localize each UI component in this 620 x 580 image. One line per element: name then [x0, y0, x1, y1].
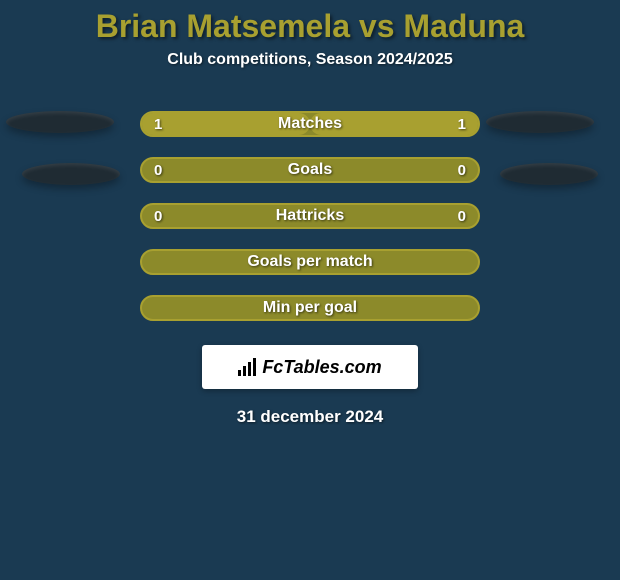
- subtitle: Club competitions, Season 2024/2025: [167, 51, 452, 69]
- stat-row: 0 0 Hattricks: [0, 203, 620, 229]
- stat-row: Goals per match: [0, 249, 620, 275]
- stat-label: Goals per match: [247, 253, 372, 271]
- stat-row: Min per goal: [0, 295, 620, 321]
- source-badge: FcTables.com: [202, 345, 418, 389]
- bar-track: 1 1 Matches: [140, 111, 480, 137]
- logo-text: FcTables.com: [262, 357, 381, 378]
- bar-track: Min per goal: [140, 295, 480, 321]
- stat-value-right: 1: [458, 116, 466, 133]
- stat-label: Min per goal: [263, 299, 357, 317]
- page-title: Brian Matsemela vs Maduna: [96, 8, 525, 45]
- stat-row: 1 1 Matches: [0, 111, 620, 137]
- date-text: 31 december 2024: [237, 407, 384, 427]
- stat-value-right: 0: [458, 162, 466, 179]
- bar-track: 0 0 Hattricks: [140, 203, 480, 229]
- stat-value-left: 0: [154, 162, 162, 179]
- comparison-card: Brian Matsemela vs Maduna Club competiti…: [0, 0, 620, 427]
- stat-label: Goals: [288, 161, 332, 179]
- stat-row: 0 0 Goals: [0, 157, 620, 183]
- bar-track: Goals per match: [140, 249, 480, 275]
- stats-area: 1 1 Matches 0 0 Goals 0 0 Hattricks Goals per mat…: [0, 111, 620, 341]
- stat-label: Hattricks: [276, 207, 344, 225]
- logo: FcTables.com: [238, 357, 381, 378]
- stat-value-left: 0: [154, 208, 162, 225]
- stat-value-left: 1: [154, 116, 162, 133]
- stat-label: Matches: [278, 115, 342, 133]
- bar-track: 0 0 Goals: [140, 157, 480, 183]
- bars-icon: [238, 358, 256, 376]
- stat-value-right: 0: [458, 208, 466, 225]
